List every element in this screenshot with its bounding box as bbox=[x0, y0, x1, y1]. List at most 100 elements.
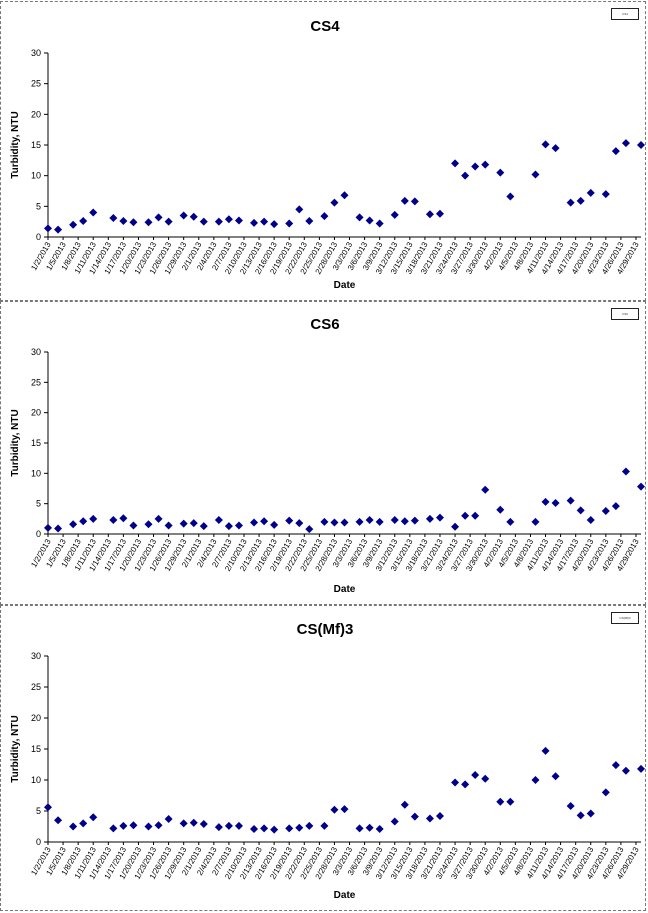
data-point bbox=[179, 211, 188, 220]
data-point bbox=[435, 209, 444, 218]
data-point bbox=[189, 818, 198, 827]
data-point bbox=[451, 522, 460, 531]
data-point bbox=[164, 521, 173, 530]
data-point bbox=[340, 518, 349, 527]
data-point bbox=[576, 196, 585, 205]
data-point bbox=[425, 514, 434, 523]
legend: CS(Mf)3 bbox=[611, 612, 639, 624]
data-point bbox=[461, 511, 470, 520]
data-point bbox=[355, 213, 364, 222]
data-point bbox=[129, 218, 138, 227]
data-point bbox=[621, 766, 630, 775]
data-point bbox=[189, 519, 198, 528]
data-point bbox=[330, 805, 339, 814]
data-point bbox=[461, 780, 470, 789]
data-point bbox=[637, 764, 645, 773]
data-point bbox=[435, 513, 444, 522]
legend-text: CS6 bbox=[622, 312, 628, 316]
data-point bbox=[270, 825, 279, 834]
data-point bbox=[320, 212, 329, 221]
data-point bbox=[305, 525, 314, 534]
y-tick-label: 0 bbox=[36, 232, 41, 242]
data-point bbox=[285, 824, 294, 833]
data-point bbox=[54, 225, 63, 234]
data-point bbox=[506, 192, 515, 201]
data-point bbox=[79, 217, 88, 226]
data-point bbox=[179, 519, 188, 528]
data-point bbox=[89, 208, 98, 217]
chart-panel-cs4: CS4 0 5 10 15 20 25 30 1/2/2013 1/5/2013 1/8/2013 1… bbox=[0, 1, 646, 301]
data-point bbox=[566, 198, 575, 207]
data-point bbox=[400, 196, 409, 205]
data-point bbox=[637, 141, 645, 149]
data-point bbox=[214, 516, 223, 525]
data-point bbox=[144, 520, 153, 529]
data-point bbox=[44, 803, 52, 812]
data-point bbox=[154, 213, 163, 222]
data-point bbox=[481, 774, 490, 783]
data-point bbox=[109, 824, 118, 833]
data-point bbox=[189, 212, 198, 221]
legend: CS6 bbox=[611, 308, 639, 320]
data-point bbox=[250, 518, 259, 527]
chart-panel-cs-mf3: CS(Mf)3 0 5 10 15 20 25 30 1/2/2013 1/5/2013 1/8/2… bbox=[0, 605, 646, 911]
data-point bbox=[305, 821, 314, 830]
data-point bbox=[214, 823, 223, 832]
data-point bbox=[601, 506, 610, 515]
y-tick-label: 20 bbox=[31, 408, 41, 418]
data-point bbox=[621, 467, 630, 476]
y-axis-label: Turbidity, NTU bbox=[10, 715, 21, 782]
data-point bbox=[531, 776, 540, 784]
data-point bbox=[541, 746, 550, 755]
data-point bbox=[390, 210, 399, 219]
data-point bbox=[375, 517, 384, 526]
data-point bbox=[551, 772, 560, 781]
data-point bbox=[586, 516, 595, 525]
y-tick-label: 0 bbox=[36, 837, 41, 847]
data-point bbox=[471, 162, 480, 171]
data-point bbox=[44, 523, 52, 532]
y-tick-label: 20 bbox=[31, 109, 41, 119]
chart-svg: CS40510152025301/2/20131/5/20131/8/20131… bbox=[10, 18, 645, 291]
y-tick-label: 20 bbox=[31, 713, 41, 723]
data-point bbox=[119, 217, 128, 226]
y-tick-label: 10 bbox=[31, 775, 41, 785]
data-point bbox=[69, 220, 78, 229]
data-point bbox=[601, 190, 610, 199]
data-point bbox=[611, 502, 620, 511]
data-point bbox=[285, 219, 294, 228]
data-point bbox=[621, 139, 630, 148]
data-point bbox=[295, 823, 304, 832]
data-point bbox=[471, 771, 480, 780]
chart-panel-cs6: CS6 0 5 10 15 20 25 30 1/2/2013 1/5/2013 1/8/2013 1… bbox=[0, 301, 646, 605]
data-point bbox=[330, 198, 339, 207]
data-point bbox=[451, 778, 460, 787]
data-point bbox=[435, 811, 444, 820]
data-point bbox=[129, 821, 138, 830]
data-point bbox=[129, 521, 138, 530]
data-point bbox=[199, 820, 208, 829]
data-point bbox=[496, 797, 505, 806]
data-point bbox=[234, 216, 243, 225]
data-point bbox=[611, 147, 620, 156]
data-point bbox=[330, 518, 339, 527]
y-tick-label: 0 bbox=[36, 529, 41, 539]
x-axis-label: Date bbox=[334, 584, 356, 595]
data-point bbox=[576, 811, 585, 820]
data-point bbox=[566, 496, 575, 505]
data-point bbox=[214, 217, 223, 226]
data-point bbox=[410, 812, 419, 821]
data-point bbox=[365, 216, 374, 225]
data-point bbox=[295, 519, 304, 528]
data-point bbox=[109, 213, 118, 222]
y-tick-label: 15 bbox=[31, 140, 41, 150]
y-axis-label: Turbidity, NTU bbox=[10, 111, 21, 178]
y-tick-label: 5 bbox=[36, 806, 41, 816]
data-point bbox=[119, 821, 128, 830]
data-point bbox=[410, 197, 419, 206]
data-point bbox=[199, 217, 208, 226]
data-point bbox=[531, 170, 540, 179]
data-point bbox=[566, 802, 575, 811]
data-point bbox=[109, 516, 118, 525]
data-point bbox=[144, 822, 153, 831]
